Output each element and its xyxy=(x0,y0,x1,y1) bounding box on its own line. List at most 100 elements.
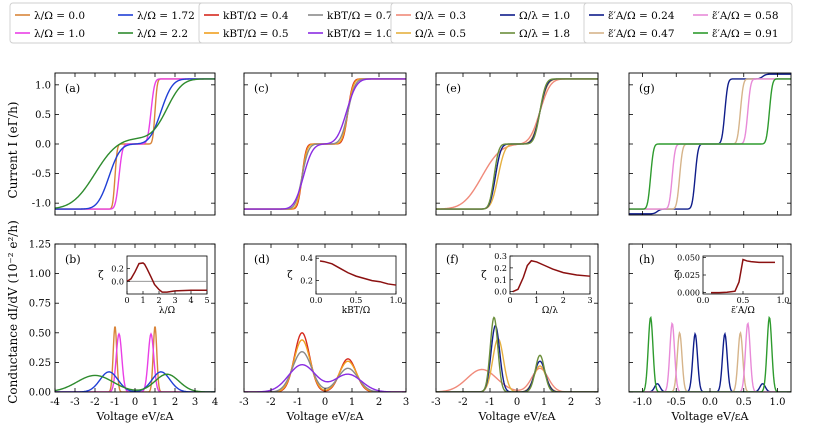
y-tick-label: -1.0 xyxy=(32,199,51,210)
x-tick-label: -1 xyxy=(293,397,303,408)
series-line-3 xyxy=(629,78,791,210)
legend-label: λ/Ω = 0.0 xyxy=(34,10,85,22)
series-line-3 xyxy=(55,78,215,209)
legend-label: Ω/λ = 1.8 xyxy=(519,28,570,40)
y-tick-label: 0.75 xyxy=(29,299,51,310)
x-axis-label: Voltage eV/εA xyxy=(96,410,175,423)
inset-y-tick-label: 0.2 xyxy=(494,264,507,273)
x-tick-label: -2 xyxy=(458,397,468,408)
legend-label: ε̃′A/Ω = 0.47 xyxy=(608,28,675,40)
inset-x-label: ε̃′A/Ω xyxy=(731,305,755,316)
x-tick-label: 0 xyxy=(514,397,520,408)
legend-label: ε̃′A/Ω = 0.58 xyxy=(712,10,779,22)
x-tick-label: 0.0 xyxy=(702,397,718,408)
inset: 0.0 0.5 1.0 0.000 0.025 0.050 ε̃′A/Ω ζ xyxy=(674,253,789,316)
y-tick-label: 0.00 xyxy=(29,388,51,399)
panel-2: (c) xyxy=(243,72,407,216)
inset-x-label: kBT/Ω xyxy=(342,306,371,316)
panel-label: (h) xyxy=(639,253,655,266)
legend-label: ε̃′A/Ω = 0.24 xyxy=(608,10,675,22)
inset-y-tick-label: 0.2 xyxy=(111,265,124,274)
legend-1: kBT/Ω = 0.4 kBT/Ω = 0.7 kBT/Ω = 0.5 kBT/Ω =… xyxy=(198,2,408,44)
inset-x-tick-label: 3 xyxy=(587,296,592,305)
x-tick-label: 2 xyxy=(172,397,178,408)
x-tick-label: 0 xyxy=(322,397,328,408)
panel-label: (a) xyxy=(65,82,80,95)
legend-3: ε̃′A/Ω = 0.24 ε̃′A/Ω = 0.58 ε̃′A/Ω = 0.47 ε… xyxy=(583,2,793,44)
x-tick-label: 4 xyxy=(212,397,218,408)
inset-curve xyxy=(512,259,591,293)
legend-label: λ/Ω = 2.2 xyxy=(137,28,188,40)
inset-y-tick-label: 0.000 xyxy=(677,289,700,298)
inset-y-label: ζ xyxy=(674,270,680,281)
inset-y-tick-label: 0.0 xyxy=(494,288,507,297)
inset-y-tick-label: 0.050 xyxy=(677,253,700,262)
inset: 0 1 2 3 0.0 0.1 0.2 0.3 Ω/λ ζ xyxy=(481,252,592,316)
panel-0: -1.0 -0.5 0.0 0.5 1.0 (a) xyxy=(32,72,216,216)
panel-label: (e) xyxy=(446,82,461,95)
x-tick-label: 1 xyxy=(349,397,355,408)
series-line-2 xyxy=(436,324,598,392)
legend-label: Ω/λ = 1.0 xyxy=(519,10,570,22)
inset-x-tick-label: 1.0 xyxy=(390,296,403,305)
series-line-1 xyxy=(55,332,215,392)
inset-x-tick-label: 0.0 xyxy=(310,296,323,305)
inset-y-label: ζ xyxy=(287,270,293,281)
x-tick-label: 1.0 xyxy=(770,397,786,408)
legend-label: ε̃′A/Ω = 0.91 xyxy=(712,28,779,40)
panel-6: (g) xyxy=(628,72,792,216)
y-tick-label: 1.25 xyxy=(29,240,51,251)
inset-y-label: ζ xyxy=(98,270,104,281)
legend-2: Ω/λ = 0.3 Ω/λ = 1.0 Ω/λ = 0.5 Ω/λ = 1.8 xyxy=(390,2,600,44)
legend-label: kBT/Ω = 0.7 xyxy=(327,10,393,22)
inset-y-tick-label: 0.025 xyxy=(677,271,700,280)
inset-frame xyxy=(126,255,208,295)
legend-label: λ/Ω = 1.72 xyxy=(137,10,195,22)
inset-x-tick-label: 0.0 xyxy=(697,296,710,305)
x-tick-label: -1.0 xyxy=(633,397,652,408)
y-tick-label: 0.50 xyxy=(29,328,51,339)
series-line-3 xyxy=(436,78,598,210)
inset-x-tick-label: 3 xyxy=(172,296,177,305)
y-tick-label: -0.5 xyxy=(32,169,51,180)
x-tick-label: 3 xyxy=(595,397,601,408)
legend-0: λ/Ω = 0.0 λ/Ω = 1.72 λ/Ω = 1.0 λ/Ω = 2.2 xyxy=(9,2,217,44)
ylabel-conductance: Conductance dI/dV (10⁻² e²/h) xyxy=(6,220,20,404)
panel-label: (c) xyxy=(254,82,269,95)
x-tick-label: 2 xyxy=(568,397,574,408)
legend-label: kBT/Ω = 0.4 xyxy=(223,10,289,22)
inset-x-tick-label: 1 xyxy=(534,296,539,305)
panel-7: -1.0 -0.5 0.0 0.5 1.0 (h) Voltage eV/εA 0.0 0.5 1… xyxy=(628,243,792,423)
x-tick-label: -1 xyxy=(485,397,495,408)
inset-x-tick-label: 2 xyxy=(156,296,161,305)
legends: λ/Ω = 0.0 λ/Ω = 1.72 λ/Ω = 1.0 λ/Ω = 2.2 kBT… xyxy=(9,2,793,44)
inset-y-tick-label: 0.3 xyxy=(494,252,507,261)
inset-x-tick-label: 0 xyxy=(507,296,512,305)
x-tick-label: -3 xyxy=(431,397,441,408)
panel-3: -3 -2 -1 0 1 2 3(d)Voltage eV/εA0.0 0.5 1.00.20.… xyxy=(239,243,409,423)
x-tick-label: 1 xyxy=(152,397,158,408)
inset-x-tick-label: 0.5 xyxy=(737,296,750,305)
y-tick-label: 0.25 xyxy=(29,358,51,369)
x-tick-label: -4 xyxy=(50,397,60,408)
x-tick-label: -1 xyxy=(110,397,120,408)
legend-label: Ω/λ = 0.5 xyxy=(415,28,466,40)
inset-curve xyxy=(711,258,775,294)
legend-label: kBT/Ω = 1.0 xyxy=(327,28,393,40)
x-tick-label: 2 xyxy=(376,397,382,408)
x-tick-label: 0.5 xyxy=(736,397,752,408)
panel-label: (g) xyxy=(639,82,655,95)
series-line-1 xyxy=(244,339,406,392)
panel-label: (b) xyxy=(65,253,81,266)
inset-x-label: λ/Ω xyxy=(159,306,175,316)
inset-x-tick-label: 1 xyxy=(140,296,145,305)
series-line-3 xyxy=(629,315,791,392)
inset-x-tick-label: 2 xyxy=(561,296,566,305)
series-line-3 xyxy=(244,78,406,210)
x-axis-label: Voltage eV/εA xyxy=(671,410,750,423)
inset-x-tick-label: 5 xyxy=(204,296,209,305)
panel-label: (f) xyxy=(446,253,459,266)
x-tick-label: 3 xyxy=(192,397,198,408)
x-tick-label: 0 xyxy=(132,397,138,408)
panels: -1.0-0.50.00.51.0 (a)-4 -3 -2 -1 0 1 2 3 40.000.2… xyxy=(29,72,792,423)
